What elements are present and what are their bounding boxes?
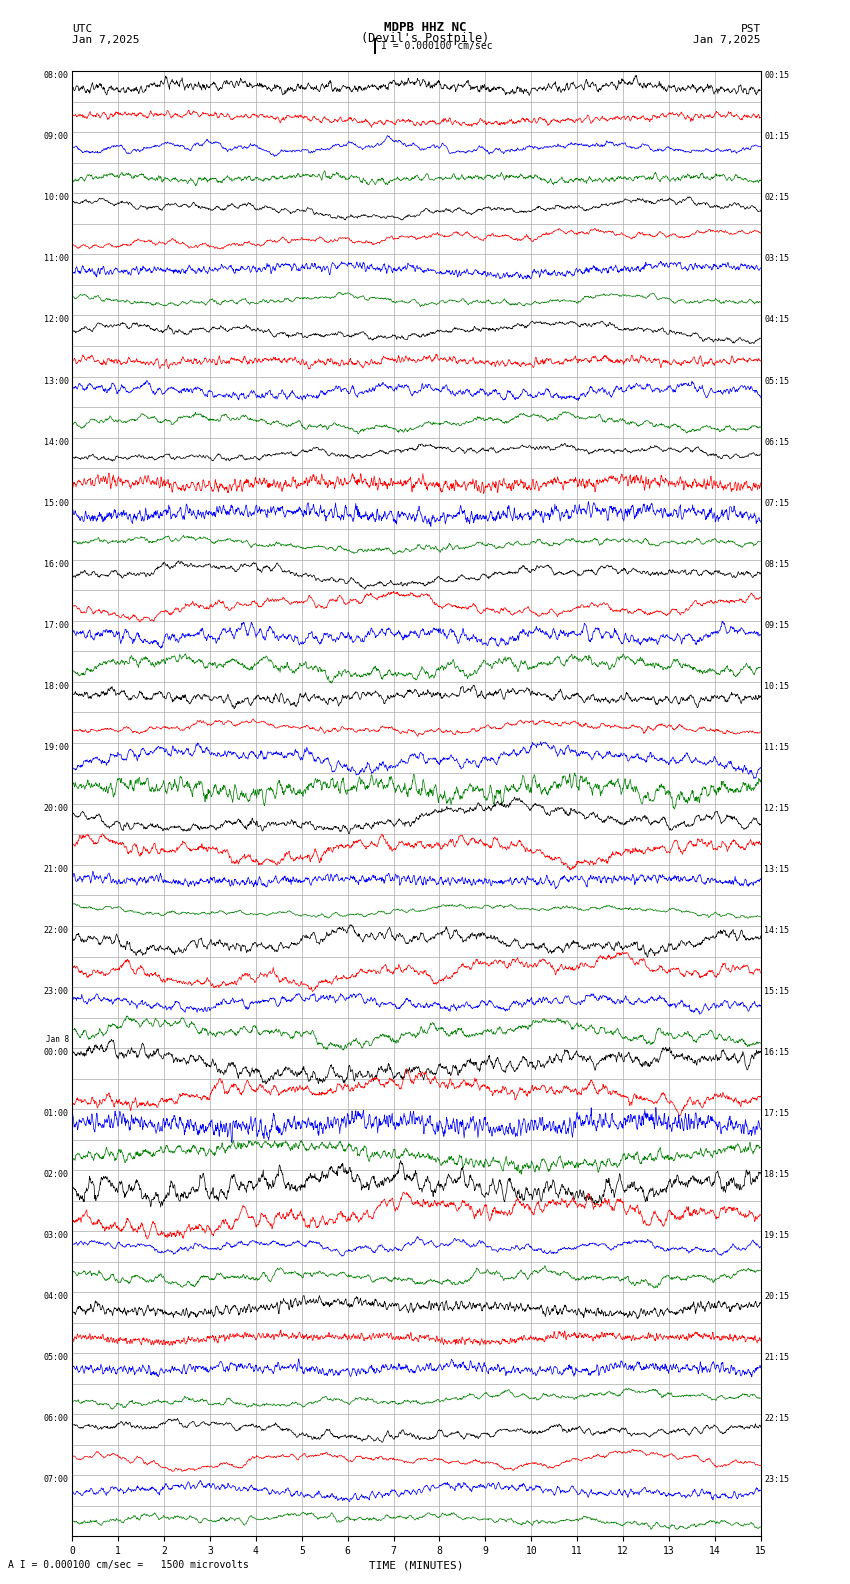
- Text: 00:00: 00:00: [44, 1049, 69, 1057]
- Text: 18:15: 18:15: [764, 1171, 789, 1178]
- Text: 22:00: 22:00: [44, 927, 69, 935]
- Text: 04:15: 04:15: [764, 315, 789, 325]
- Text: 01:00: 01:00: [44, 1109, 69, 1118]
- Text: 09:00: 09:00: [44, 133, 69, 141]
- Text: 16:00: 16:00: [44, 559, 69, 569]
- Text: Jan 7,2025: Jan 7,2025: [694, 35, 761, 44]
- Text: 22:15: 22:15: [764, 1415, 789, 1424]
- Text: 19:00: 19:00: [44, 743, 69, 752]
- X-axis label: TIME (MINUTES): TIME (MINUTES): [369, 1560, 464, 1570]
- Text: PST: PST: [740, 24, 761, 33]
- Text: 08:00: 08:00: [44, 71, 69, 81]
- Text: 18:00: 18:00: [44, 681, 69, 691]
- Text: 15:15: 15:15: [764, 987, 789, 996]
- Text: 12:00: 12:00: [44, 315, 69, 325]
- Text: 17:15: 17:15: [764, 1109, 789, 1118]
- Text: I = 0.000100 cm/sec: I = 0.000100 cm/sec: [381, 41, 492, 51]
- Text: Jan 8: Jan 8: [46, 1034, 69, 1044]
- Text: 21:15: 21:15: [764, 1353, 789, 1362]
- Text: 16:15: 16:15: [764, 1049, 789, 1057]
- Text: 04:00: 04:00: [44, 1293, 69, 1302]
- Text: 09:15: 09:15: [764, 621, 789, 630]
- Text: 03:15: 03:15: [764, 255, 789, 263]
- Text: 08:15: 08:15: [764, 559, 789, 569]
- Text: 10:15: 10:15: [764, 681, 789, 691]
- Text: 21:00: 21:00: [44, 865, 69, 874]
- Text: 20:15: 20:15: [764, 1293, 789, 1302]
- Text: 17:00: 17:00: [44, 621, 69, 630]
- Text: (Devil's Postpile): (Devil's Postpile): [361, 32, 489, 44]
- Text: 01:15: 01:15: [764, 133, 789, 141]
- Text: 15:00: 15:00: [44, 499, 69, 507]
- Text: 07:00: 07:00: [44, 1475, 69, 1484]
- Text: 06:15: 06:15: [764, 437, 789, 447]
- Text: 19:15: 19:15: [764, 1231, 789, 1240]
- Text: 12:15: 12:15: [764, 803, 789, 813]
- Text: 14:00: 14:00: [44, 437, 69, 447]
- Text: MDPB HHZ NC: MDPB HHZ NC: [383, 21, 467, 33]
- Text: 05:00: 05:00: [44, 1353, 69, 1362]
- Text: 23:00: 23:00: [44, 987, 69, 996]
- Text: 14:15: 14:15: [764, 927, 789, 935]
- Text: 06:00: 06:00: [44, 1415, 69, 1424]
- Text: 13:00: 13:00: [44, 377, 69, 385]
- Text: 03:00: 03:00: [44, 1231, 69, 1240]
- Text: 05:15: 05:15: [764, 377, 789, 385]
- Text: 20:00: 20:00: [44, 803, 69, 813]
- Text: Jan 7,2025: Jan 7,2025: [72, 35, 139, 44]
- Text: A I = 0.000100 cm/sec =   1500 microvolts: A I = 0.000100 cm/sec = 1500 microvolts: [8, 1560, 249, 1570]
- Text: 10:00: 10:00: [44, 193, 69, 203]
- Text: 11:00: 11:00: [44, 255, 69, 263]
- Text: 13:15: 13:15: [764, 865, 789, 874]
- Text: 00:15: 00:15: [764, 71, 789, 81]
- Text: 02:00: 02:00: [44, 1171, 69, 1178]
- Text: 23:15: 23:15: [764, 1475, 789, 1484]
- Text: UTC: UTC: [72, 24, 93, 33]
- Text: 07:15: 07:15: [764, 499, 789, 507]
- Text: 11:15: 11:15: [764, 743, 789, 752]
- Text: 02:15: 02:15: [764, 193, 789, 203]
